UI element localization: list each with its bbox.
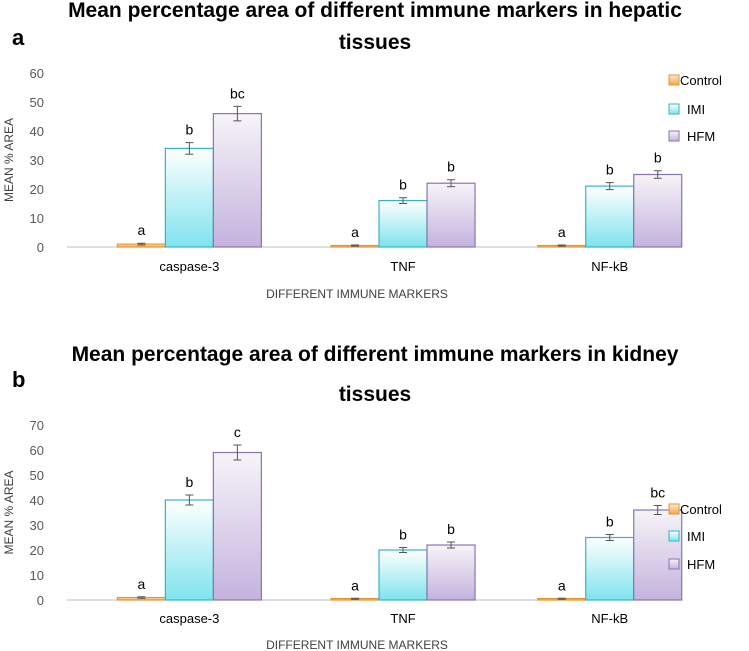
- y-tick-label: 30: [30, 153, 44, 168]
- x-axis-title: DIFFERENT IMMUNE MARKERS: [266, 287, 448, 301]
- panel-letter: a: [12, 25, 25, 50]
- y-axis-title: MEAN % AREA: [2, 118, 16, 202]
- y-tick-label: 0: [37, 240, 44, 255]
- legend-swatch-imi: [668, 530, 680, 542]
- legend-label-control: Control: [680, 502, 722, 517]
- legend-swatch-hfm: [668, 558, 680, 570]
- legend-label-imi: IMI: [687, 102, 705, 117]
- category-label-tnf: TNF: [390, 611, 415, 626]
- y-tick-label: 10: [30, 568, 44, 583]
- bar-hfm-nf-kb: [633, 173, 683, 248]
- significance-letter: a: [351, 224, 359, 240]
- y-tick-label: 60: [30, 443, 44, 458]
- y-tick-label: 20: [30, 543, 44, 558]
- legend-label-control: Control: [680, 73, 722, 88]
- y-tick-label: 60: [30, 66, 44, 81]
- y-tick-label: 0: [37, 593, 44, 608]
- y-axis-title: MEAN % AREA: [2, 470, 16, 554]
- significance-letter: b: [399, 177, 407, 193]
- bar-hfm-tnf: [426, 544, 476, 601]
- chart-panel-b: b Mean percentage area of different immun…: [2, 343, 722, 651]
- significance-letter: b: [654, 150, 662, 166]
- significance-letter: b: [447, 159, 455, 175]
- y-tick-label: 50: [30, 95, 44, 110]
- category-label-nf-kb: NF-kB: [591, 259, 628, 274]
- category-label-tnf: TNF: [390, 259, 415, 274]
- significance-letter: b: [185, 474, 193, 490]
- significance-letter: bc: [230, 85, 245, 101]
- y-tick-label: 10: [30, 211, 44, 226]
- chart-title-line: tissues: [339, 383, 411, 406]
- y-tick-label: 20: [30, 182, 44, 197]
- legend-swatch-hfm: [668, 130, 680, 142]
- bar-hfm-caspase-3: [212, 451, 262, 601]
- bar-imi-tnf: [378, 200, 428, 248]
- bar-hfm-tnf: [426, 182, 476, 248]
- bar-hfm-caspase-3: [212, 112, 262, 248]
- bar-imi-caspase-3: [164, 147, 214, 248]
- significance-letter: b: [185, 122, 193, 138]
- bar-imi-nf-kb: [585, 536, 635, 601]
- chart-title-line: Mean percentage area of different immune…: [68, 0, 682, 22]
- chart-title-line: tissues: [339, 31, 411, 54]
- legend-label-hfm: HFM: [687, 557, 715, 572]
- x-axis-title: DIFFERENT IMMUNE MARKERS: [266, 638, 448, 651]
- legend-label-imi: IMI: [687, 529, 705, 544]
- significance-letter: c: [234, 424, 241, 440]
- category-label-nf-kb: NF-kB: [591, 611, 628, 626]
- significance-letter: b: [447, 521, 455, 537]
- bar-imi-caspase-3: [164, 499, 214, 601]
- significance-letter: b: [606, 162, 614, 178]
- y-tick-label: 70: [30, 418, 44, 433]
- category-label-caspase-3: caspase-3: [159, 611, 219, 626]
- significance-letter: b: [606, 514, 614, 530]
- significance-letter: a: [137, 576, 145, 592]
- significance-letter: bc: [650, 485, 665, 501]
- y-tick-label: 30: [30, 518, 44, 533]
- bar-hfm-nf-kb: [633, 509, 683, 601]
- bar-imi-tnf: [378, 549, 428, 601]
- bar-imi-nf-kb: [585, 185, 635, 248]
- legend-label-hfm: HFM: [687, 129, 715, 144]
- significance-letter: b: [399, 527, 407, 543]
- legend-swatch-imi: [668, 103, 680, 115]
- y-tick-label: 40: [30, 493, 44, 508]
- significance-letter: a: [558, 224, 566, 240]
- category-label-caspase-3: caspase-3: [159, 259, 219, 274]
- chart-title-line: Mean percentage area of different immune…: [72, 343, 679, 366]
- significance-letter: a: [351, 577, 359, 593]
- panel-letter: b: [12, 367, 25, 392]
- y-tick-label: 50: [30, 468, 44, 483]
- legend-swatch-control: [668, 74, 680, 86]
- significance-letter: a: [137, 222, 145, 238]
- y-tick-label: 40: [30, 124, 44, 139]
- legend-swatch-control: [668, 503, 680, 515]
- chart-panel-a: a Mean percentage area of different immun…: [2, 0, 722, 301]
- significance-letter: a: [558, 577, 566, 593]
